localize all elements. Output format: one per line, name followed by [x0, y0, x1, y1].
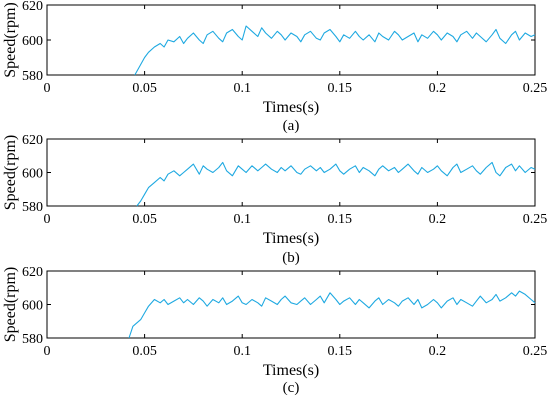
x-tick-label: 0 — [44, 212, 51, 227]
x-axis-title: Times(s) — [263, 99, 319, 116]
x-axis-title: Times(s) — [263, 362, 319, 379]
panel-caption: (a) — [283, 118, 300, 134]
x-tick-label: 0 — [44, 344, 51, 359]
panel-caption: (c) — [283, 380, 300, 396]
y-tick-label: 600 — [22, 167, 43, 182]
x-tick-label: 0.2 — [429, 212, 447, 227]
x-tick-label: 0.1 — [233, 81, 251, 96]
x-tick-label: 0.2 — [429, 344, 447, 359]
y-tick-label: 580 — [22, 332, 43, 347]
x-tick-label: 0.15 — [328, 81, 353, 96]
chart-panel-c: 0 0.05 0.1 0.15 0.2 0.25 580 600 620 Times(s) Spee… — [2, 265, 547, 396]
chart-panel-a: 0 0.05 0.1 0.15 0.2 0.25 580 600 620 Times(s) Spee… — [2, 0, 547, 134]
panel-caption: (b) — [282, 250, 300, 266]
y-tick-label: 580 — [22, 200, 43, 215]
x-axis-title: Times(s) — [263, 230, 319, 247]
y-tick-label: 600 — [22, 299, 43, 314]
x-tick-label: 0.15 — [328, 344, 353, 359]
x-tick-label: 0.15 — [328, 212, 353, 227]
speed-series-line — [134, 25, 536, 76]
y-tick-label: 600 — [22, 34, 43, 49]
x-tick-label: 0.05 — [132, 212, 157, 227]
x-tick-label: 0.25 — [523, 212, 548, 227]
y-axis-title: Speed(rpm) — [2, 267, 19, 343]
y-tick-label: 620 — [22, 0, 43, 14]
y-tick-label: 580 — [22, 69, 43, 84]
x-tick-label: 0.1 — [233, 344, 251, 359]
x-tick-label: 0 — [44, 81, 51, 96]
speed-series-line — [128, 290, 536, 339]
x-tick-label: 0.05 — [132, 81, 157, 96]
x-tick-label: 0.1 — [233, 212, 251, 227]
x-tick-label: 0.05 — [132, 344, 157, 359]
y-tick-label: 620 — [22, 265, 43, 280]
speed-series-line — [136, 161, 536, 207]
axes-box — [46, 270, 536, 339]
x-tick-label: 0.2 — [429, 81, 447, 96]
y-tick-label: 620 — [22, 133, 43, 148]
chart-panel-b: 0 0.05 0.1 0.15 0.2 0.25 580 600 620 Times(s) Spee… — [2, 133, 547, 266]
axes-box — [46, 4, 536, 76]
x-tick-label: 0.25 — [523, 344, 548, 359]
x-tick-label: 0.25 — [523, 81, 548, 96]
y-axis-title: Speed(rpm) — [2, 135, 19, 211]
y-axis-title: Speed(rpm) — [2, 2, 19, 78]
